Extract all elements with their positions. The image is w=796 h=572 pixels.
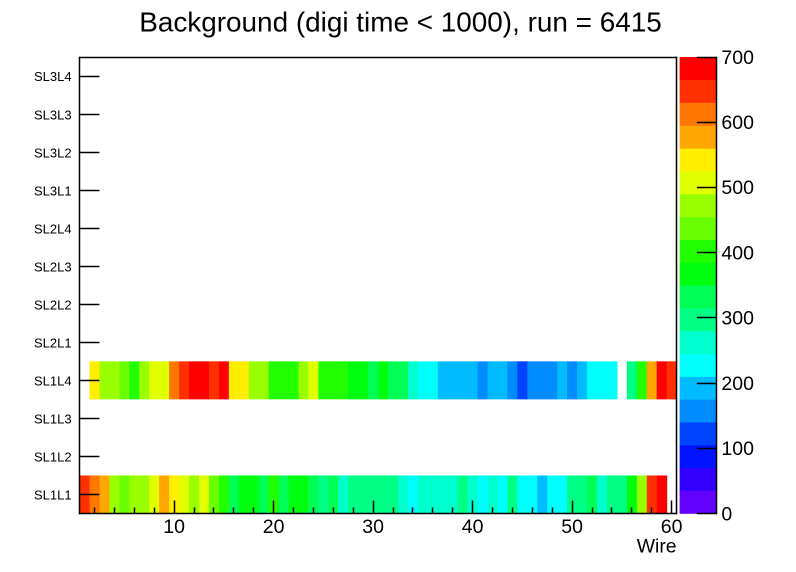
svg-text:SL1L1: SL1L1: [34, 488, 72, 503]
svg-text:SL2L3: SL2L3: [34, 259, 72, 274]
svg-text:300: 300: [721, 308, 754, 330]
svg-text:400: 400: [721, 242, 754, 264]
svg-text:SL1L3: SL1L3: [34, 412, 72, 427]
svg-text:20: 20: [263, 516, 285, 538]
svg-text:40: 40: [462, 516, 484, 538]
svg-text:10: 10: [163, 516, 185, 538]
svg-text:Background (digi time < 1000),: Background (digi time < 1000), run = 641…: [139, 6, 662, 37]
svg-text:100: 100: [721, 438, 754, 460]
svg-text:200: 200: [721, 373, 754, 395]
svg-text:SL1L2: SL1L2: [34, 450, 72, 465]
svg-text:60: 60: [661, 516, 683, 538]
svg-text:Wire: Wire: [637, 536, 677, 558]
svg-text:500: 500: [721, 177, 754, 199]
svg-text:SL2L1: SL2L1: [34, 336, 72, 351]
svg-text:SL1L4: SL1L4: [34, 374, 72, 389]
svg-text:600: 600: [721, 112, 754, 134]
svg-text:SL3L3: SL3L3: [34, 107, 72, 122]
svg-text:30: 30: [362, 516, 384, 538]
svg-text:SL2L2: SL2L2: [34, 297, 72, 312]
svg-text:SL3L2: SL3L2: [34, 145, 72, 160]
svg-text:0: 0: [721, 503, 732, 525]
svg-text:SL3L4: SL3L4: [34, 69, 72, 84]
svg-text:SL2L4: SL2L4: [34, 221, 72, 236]
svg-text:700: 700: [721, 47, 754, 69]
svg-text:50: 50: [561, 516, 583, 538]
svg-text:SL3L1: SL3L1: [34, 183, 72, 198]
